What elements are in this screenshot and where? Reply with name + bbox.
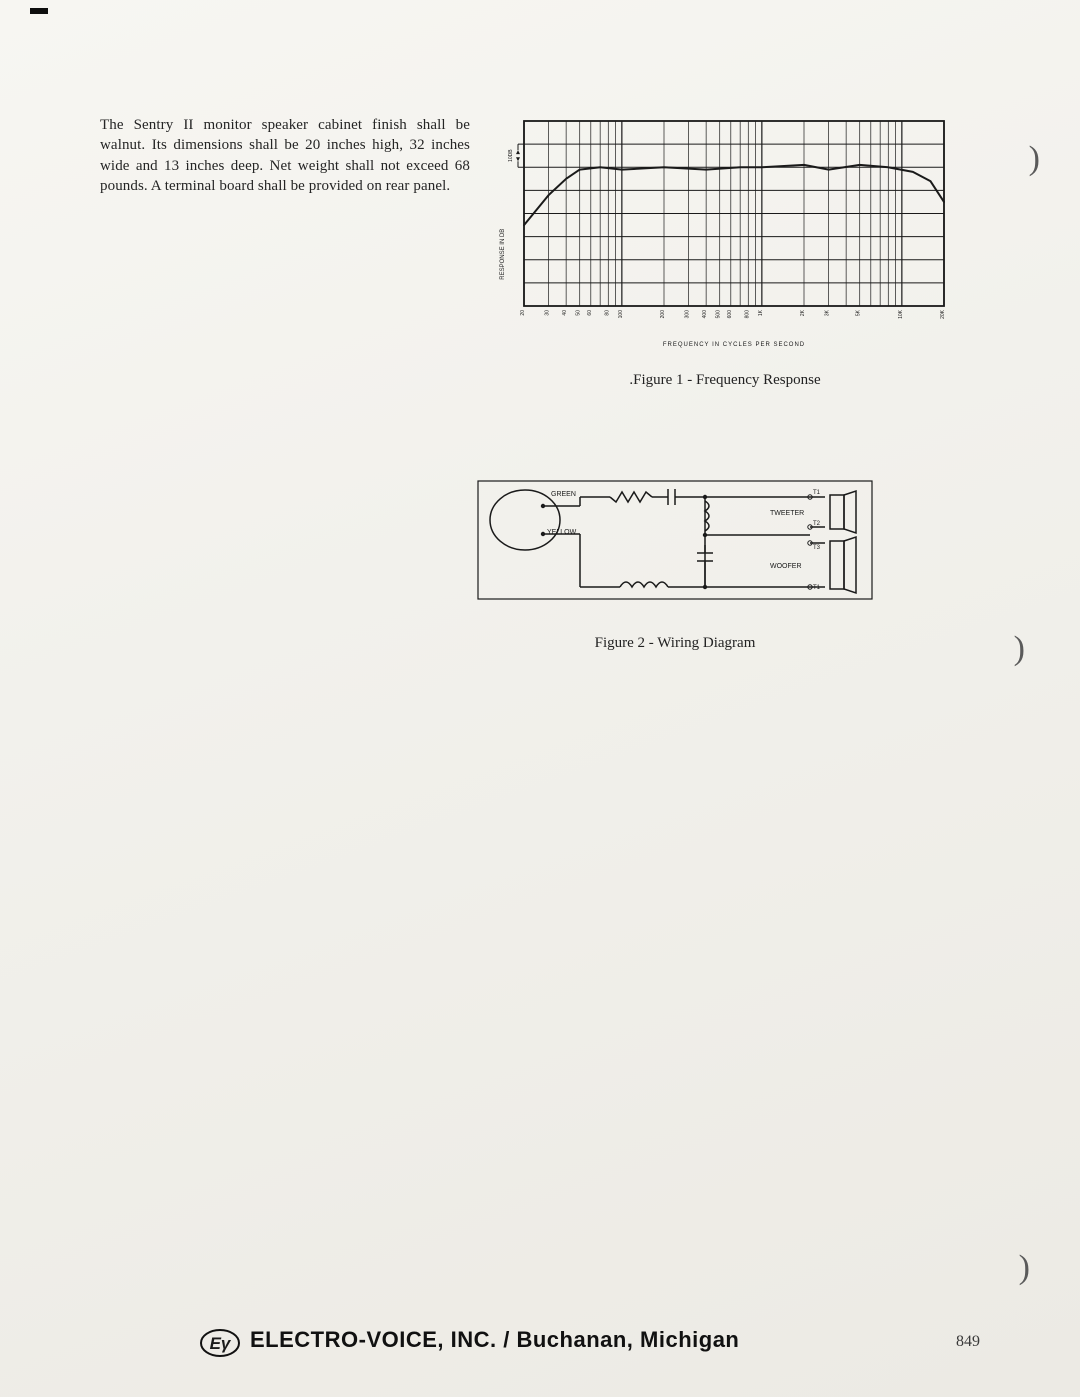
svg-text:YELLOW: YELLOW bbox=[547, 529, 577, 536]
scan-mark-paren-icon: ) bbox=[1014, 630, 1025, 668]
figure-2-wiring-diagram: GREEN YELLOW T1 T2 T3 T1 TWEETER WOOFER bbox=[470, 475, 880, 605]
spec-paragraph: The Sentry II monitor speaker cabinet fi… bbox=[100, 115, 470, 196]
svg-text:30: 30 bbox=[545, 310, 551, 316]
svg-text:400: 400 bbox=[702, 310, 708, 319]
svg-text:20: 20 bbox=[520, 310, 526, 316]
svg-text:TWEETER: TWEETER bbox=[770, 510, 804, 517]
document-page: The Sentry II monitor speaker cabinet fi… bbox=[0, 0, 1080, 1397]
svg-text:100: 100 bbox=[618, 310, 624, 319]
svg-text:T3: T3 bbox=[813, 545, 821, 551]
svg-text:1K: 1K bbox=[758, 309, 764, 316]
svg-text:T1: T1 bbox=[813, 490, 821, 496]
svg-text:20K: 20K bbox=[940, 309, 946, 319]
svg-text:60: 60 bbox=[587, 310, 593, 316]
svg-text:500: 500 bbox=[716, 310, 722, 319]
svg-text:FREQUENCY IN CYCLES PER SECOND: FREQUENCY IN CYCLES PER SECOND bbox=[663, 342, 805, 348]
page-footer: Eγ ELECTRO-VOICE, INC. / Buchanan, Michi… bbox=[0, 1317, 1080, 1357]
svg-text:T1: T1 bbox=[813, 585, 821, 591]
ev-logo-text: Eγ bbox=[210, 1334, 232, 1353]
svg-text:50: 50 bbox=[576, 310, 582, 316]
svg-text:2K: 2K bbox=[800, 309, 806, 316]
svg-text:800: 800 bbox=[744, 310, 750, 319]
page-number: 849 bbox=[956, 1333, 980, 1351]
svg-text:T2: T2 bbox=[813, 521, 821, 527]
svg-text:40: 40 bbox=[562, 310, 568, 316]
svg-text:80: 80 bbox=[604, 310, 610, 316]
svg-text:3K: 3K bbox=[825, 309, 831, 316]
svg-text:10DB: 10DB bbox=[508, 149, 514, 162]
svg-text:200: 200 bbox=[660, 310, 666, 319]
footer-company: ELECTRO-VOICE, INC. / Buchanan, Michigan bbox=[250, 1327, 739, 1353]
svg-text:600: 600 bbox=[727, 310, 733, 319]
svg-text:300: 300 bbox=[685, 310, 691, 319]
figure-1-caption: .Figure 1 - Frequency Response bbox=[490, 372, 960, 389]
svg-text:RESPONSE IN DB: RESPONSE IN DB bbox=[500, 229, 506, 280]
svg-text:GREEN: GREEN bbox=[551, 491, 576, 498]
svg-text:5K: 5K bbox=[856, 309, 862, 316]
frequency-response-svg: 20 30 40 50 60 80 100 200 300 400 500 600 800 1K 2K 3K 5… bbox=[490, 115, 960, 350]
scan-mark-paren-icon: ) bbox=[1029, 140, 1040, 178]
wiring-diagram-svg: GREEN YELLOW T1 T2 T3 T1 TWEETER WOOFER bbox=[470, 475, 880, 605]
svg-text:10K: 10K bbox=[898, 309, 904, 319]
scan-artifact-dot bbox=[30, 8, 48, 14]
svg-text:WOOFER: WOOFER bbox=[770, 563, 802, 570]
ev-logo-icon: Eγ bbox=[200, 1329, 240, 1357]
figure-1-frequency-response: 20 30 40 50 60 80 100 200 300 400 500 600 800 1K 2K 3K 5… bbox=[490, 115, 960, 325]
scan-mark-paren-icon: ) bbox=[1019, 1249, 1030, 1287]
figure-2-caption: Figure 2 - Wiring Diagram bbox=[470, 635, 880, 652]
